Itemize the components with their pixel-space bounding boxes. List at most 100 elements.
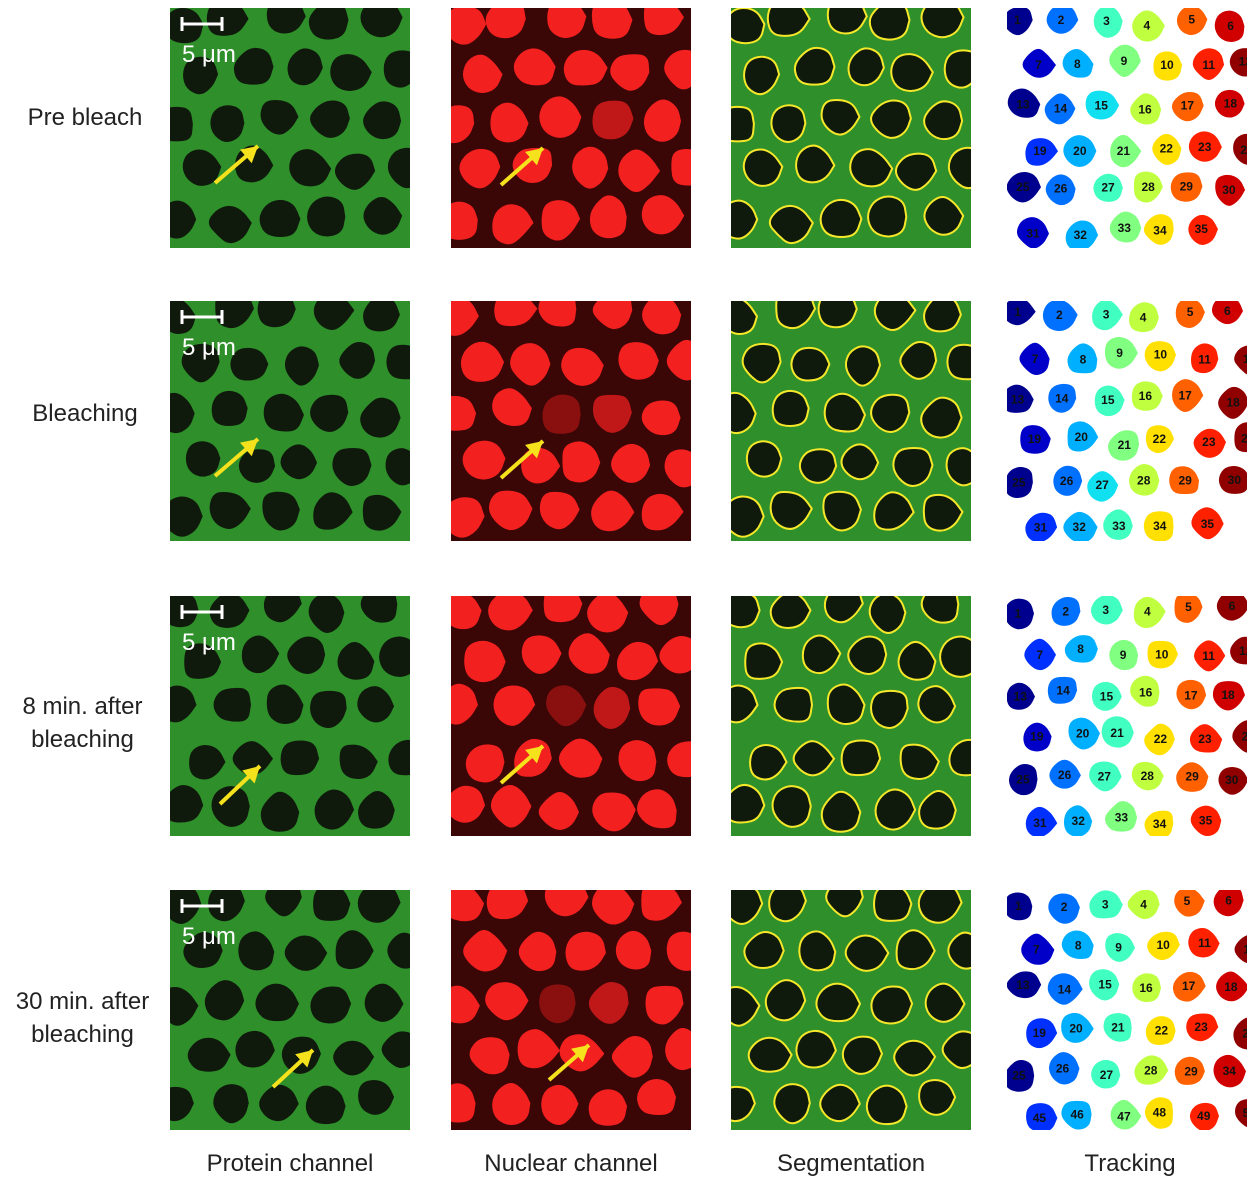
track-id-label: 2 xyxy=(1056,308,1063,322)
track-id-label: 15 xyxy=(1098,977,1112,991)
track-id-label: 31 xyxy=(1034,520,1048,534)
track-id-label: 23 xyxy=(1198,140,1212,154)
track-id-label: 34 xyxy=(1153,817,1167,831)
segmentation-panel xyxy=(731,301,971,541)
track-id-label: 18 xyxy=(1224,980,1238,994)
track-id-label: 11 xyxy=(1198,352,1211,366)
column-label-tracking: Tracking xyxy=(1084,1150,1176,1177)
track-id-label: 16 xyxy=(1139,981,1153,995)
track-id-label: 26 xyxy=(1054,182,1068,196)
track-id-label: 48 xyxy=(1153,1106,1167,1120)
track-id-label: 29 xyxy=(1184,1064,1198,1078)
track-id-label: 19 xyxy=(1030,729,1044,743)
track-id-label: 35 xyxy=(1201,517,1215,531)
track-id-label: 33 xyxy=(1115,811,1129,825)
track-id-label: 17 xyxy=(1184,688,1198,702)
nuclear-channel-panel xyxy=(451,301,691,541)
track-id-label: 34 xyxy=(1153,519,1167,533)
segmentation-panel xyxy=(731,8,971,248)
track-id-label: 14 xyxy=(1054,102,1068,116)
track-id-label: 21 xyxy=(1118,438,1132,452)
track-id-label: 26 xyxy=(1056,1061,1070,1075)
track-id-label: 17 xyxy=(1182,979,1196,993)
tracking-panel: 1234567891011121314151617181920212223242… xyxy=(1007,890,1247,1130)
track-id-label: 13 xyxy=(1016,978,1030,992)
track-id-label: 27 xyxy=(1098,770,1112,784)
scale-bar xyxy=(180,605,224,619)
track-id-label: 24 xyxy=(1241,431,1247,445)
track-id-label: 31 xyxy=(1033,816,1047,830)
track-id-label: 34 xyxy=(1153,223,1167,237)
scale-bar-label: 5 μm xyxy=(182,41,236,68)
track-id-label: 35 xyxy=(1199,813,1213,827)
track-id-label: 7 xyxy=(1033,943,1040,957)
scale-bar xyxy=(180,899,224,913)
track-id-label: 17 xyxy=(1181,99,1195,113)
track-id-label: 17 xyxy=(1178,389,1192,403)
arrow-icon xyxy=(213,144,260,185)
track-id-label: 19 xyxy=(1028,432,1042,446)
track-id-label: 23 xyxy=(1198,732,1212,746)
scale-bar-label: 5 μm xyxy=(182,334,236,361)
track-id-label: 15 xyxy=(1100,690,1114,704)
track-id-label: 11 xyxy=(1202,58,1215,72)
protein-channel-panel: 5 μm xyxy=(170,890,410,1130)
track-id-label: 6 xyxy=(1225,893,1232,907)
track-id-label: 3 xyxy=(1103,14,1110,28)
track-id-label: 19 xyxy=(1033,1026,1047,1040)
track-id-label: 7 xyxy=(1035,58,1042,72)
track-id-label: 29 xyxy=(1178,473,1192,487)
scale-bar xyxy=(180,310,224,324)
track-id-label: 20 xyxy=(1076,726,1090,740)
track-id-label: 12 xyxy=(1243,943,1247,957)
scale-bar-label: 5 μm xyxy=(182,629,236,656)
track-id-label: 4 xyxy=(1144,19,1151,33)
track-id-label: 8 xyxy=(1077,642,1084,656)
track-id-label: 33 xyxy=(1118,221,1132,235)
track-id-label: 5 xyxy=(1184,894,1191,908)
track-id-label: 46 xyxy=(1071,1107,1085,1121)
track-id-label: 2 xyxy=(1058,13,1065,27)
track-id-label: 28 xyxy=(1141,180,1155,194)
track-id-label: 15 xyxy=(1101,393,1115,407)
row-label-pre-bleach: Pre bleach xyxy=(27,104,143,131)
track-id-label: 12 xyxy=(1243,352,1247,366)
nuclear-channel-panel xyxy=(451,596,691,836)
track-id-label: 24 xyxy=(1242,1027,1247,1041)
track-id-label: 22 xyxy=(1153,432,1167,446)
track-id-label: 2 xyxy=(1061,900,1068,914)
track-id-label: 31 xyxy=(1026,227,1040,241)
track-id-label: 4 xyxy=(1140,897,1147,911)
track-id-label: 3 xyxy=(1103,308,1110,322)
track-id-label: 21 xyxy=(1117,144,1131,158)
track-id-label: 18 xyxy=(1224,97,1238,111)
protein-channel-panel: 5 μm xyxy=(170,301,410,541)
scale-bar xyxy=(180,17,224,31)
track-id-label: 47 xyxy=(1117,1109,1131,1123)
track-id-label: 3 xyxy=(1102,898,1109,912)
track-id-label: 14 xyxy=(1058,982,1072,996)
arrow-icon xyxy=(547,1043,591,1082)
track-id-label: 26 xyxy=(1058,768,1072,782)
track-id-label: 5 xyxy=(1188,12,1195,26)
nuclear-channel-panel xyxy=(451,890,691,1130)
row-label-30min: 30 min. after bleaching xyxy=(15,988,150,1048)
column-label-segmentation: Segmentation xyxy=(776,1150,926,1177)
segmentation-panel xyxy=(731,596,971,836)
track-id-label: 11 xyxy=(1202,649,1215,663)
arrow-icon xyxy=(271,1048,315,1089)
track-id-label: 8 xyxy=(1074,57,1081,71)
track-id-label: 6 xyxy=(1224,304,1231,318)
arrow-icon xyxy=(213,437,260,478)
track-id-label: 14 xyxy=(1056,683,1070,697)
track-id-label: 1 xyxy=(1015,899,1022,913)
track-id-label: 18 xyxy=(1227,395,1241,409)
track-id-label: 29 xyxy=(1185,769,1199,783)
track-id-label: 10 xyxy=(1156,938,1170,952)
scale-bar-label: 5 μm xyxy=(182,923,236,950)
track-id-label: 13 xyxy=(1014,690,1028,704)
protein-channel-panel: 5 μm xyxy=(170,8,410,248)
track-id-label: 7 xyxy=(1032,352,1039,366)
arrow-icon xyxy=(499,146,545,187)
track-id-label: 23 xyxy=(1194,1020,1208,1034)
